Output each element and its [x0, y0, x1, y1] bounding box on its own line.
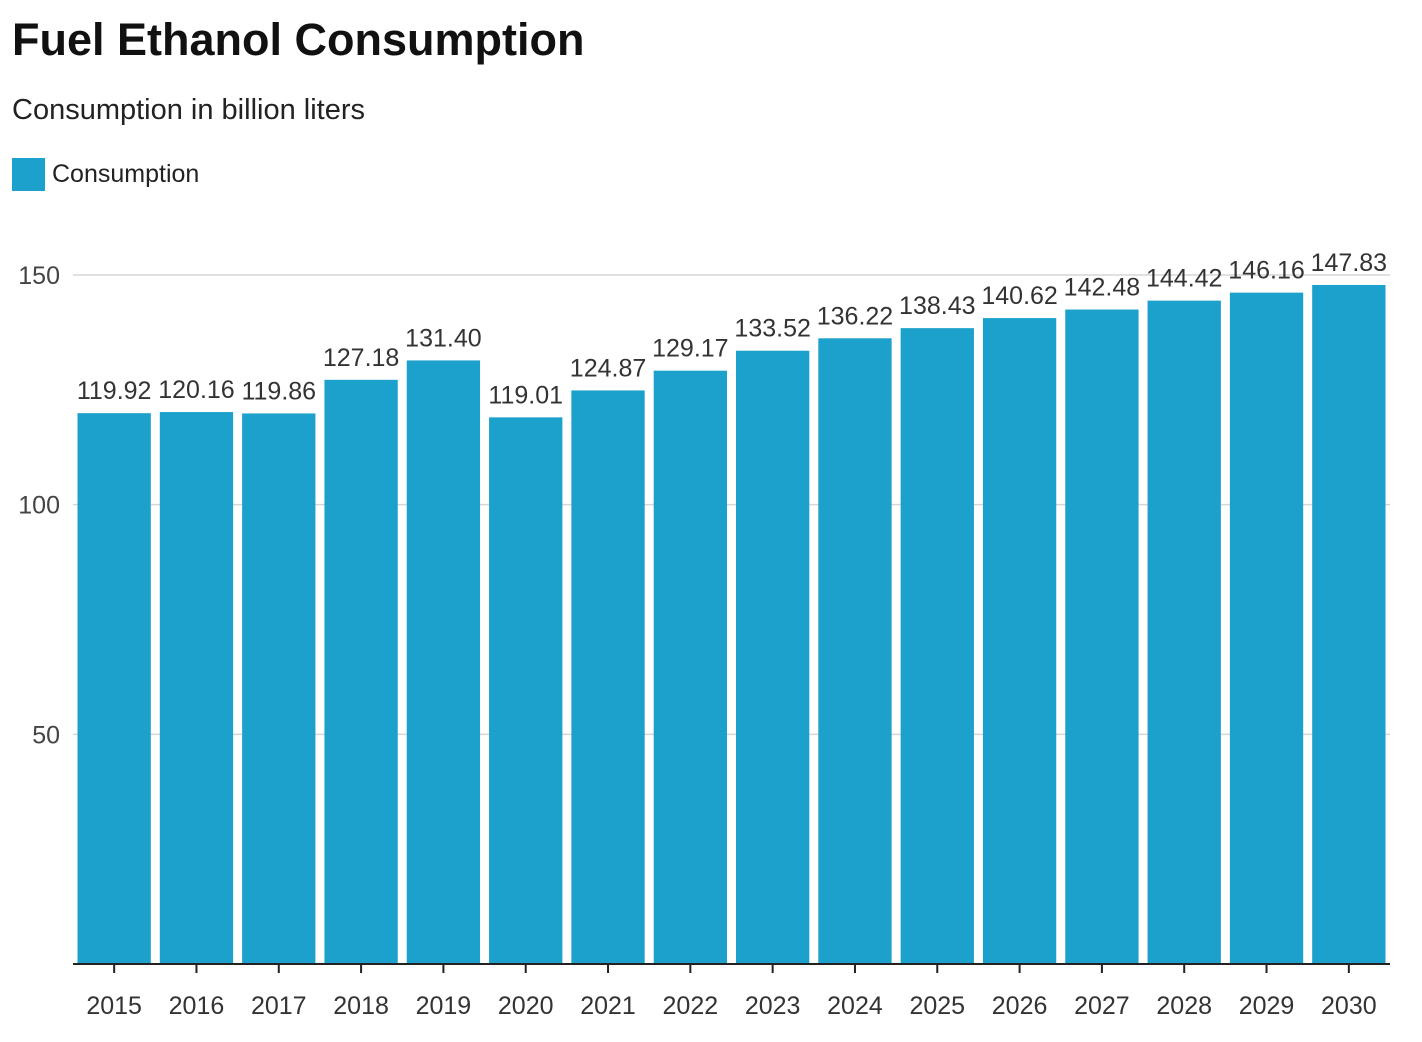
x-tick-label: 2028 — [1156, 992, 1212, 1020]
bar-2028 — [1147, 300, 1221, 964]
x-tick-label: 2027 — [1074, 992, 1130, 1020]
data-label: 119.01 — [488, 381, 563, 409]
data-label: 124.87 — [570, 354, 646, 382]
x-axis: 2015 2016 2017 2018 2019 2020 2021 2022 2023 2024… — [73, 963, 1390, 1020]
x-tick-label: 2024 — [827, 992, 883, 1020]
bar-2019 — [406, 360, 481, 964]
x-tick-label: 2017 — [251, 992, 307, 1020]
bar-2023 — [736, 350, 810, 964]
data-label: 144.42 — [1146, 265, 1222, 293]
bar-2015 — [77, 413, 151, 964]
legend-label: Consumption — [52, 160, 200, 188]
x-tick-label: 2016 — [169, 992, 225, 1020]
y-tick-label: 50 — [32, 721, 60, 749]
x-tick-label: 2019 — [416, 992, 472, 1020]
data-label: 146.16 — [1228, 257, 1304, 285]
x-tick-label: 2026 — [992, 992, 1048, 1020]
x-tick-label: 2022 — [663, 992, 719, 1020]
bar-2017 — [242, 413, 316, 964]
data-label: 138.43 — [899, 292, 975, 320]
y-tick-label: 100 — [18, 492, 60, 520]
bar-2029 — [1229, 292, 1304, 964]
bar-2018 — [324, 379, 398, 965]
legend: Consumption — [12, 158, 199, 191]
legend-swatch — [12, 158, 45, 191]
data-label: 119.86 — [241, 377, 316, 405]
bar-2030 — [1312, 284, 1386, 964]
x-tick-label: 2025 — [909, 992, 965, 1020]
data-label: 127.18 — [323, 344, 399, 372]
x-tick-label: 2021 — [580, 992, 636, 1020]
bar-2026 — [982, 318, 1057, 965]
y-axis: 50 100 150 — [18, 262, 60, 749]
data-label: 133.52 — [734, 315, 810, 343]
x-tick-label: 2023 — [745, 992, 801, 1020]
data-label: 129.17 — [652, 335, 728, 363]
bars — [77, 284, 1386, 965]
bar-2027 — [1065, 309, 1139, 964]
data-label: 140.62 — [981, 282, 1057, 310]
bar-2022 — [653, 370, 727, 964]
bar-2021 — [571, 390, 645, 964]
data-label: 136.22 — [817, 302, 893, 330]
y-tick-label: 150 — [18, 262, 60, 290]
x-tick-label: 2015 — [86, 992, 142, 1020]
bar-2016 — [159, 412, 234, 964]
x-tick-label: 2018 — [333, 992, 389, 1020]
x-tick-label: 2029 — [1239, 992, 1295, 1020]
bar-2025 — [900, 328, 974, 964]
bar-2024 — [818, 338, 892, 964]
data-label: 120.16 — [158, 376, 234, 404]
data-label: 131.40 — [405, 324, 481, 352]
data-label: 119.92 — [77, 377, 152, 405]
x-tick-label: 2030 — [1321, 992, 1377, 1020]
bar-2020 — [489, 417, 563, 964]
chart-subtitle: Consumption in billion liters — [12, 94, 365, 126]
chart-title: Fuel Ethanol Consumption — [12, 14, 585, 65]
data-label: 142.48 — [1064, 274, 1140, 302]
data-label: 147.83 — [1311, 249, 1387, 277]
x-tick-label: 2020 — [498, 992, 554, 1020]
